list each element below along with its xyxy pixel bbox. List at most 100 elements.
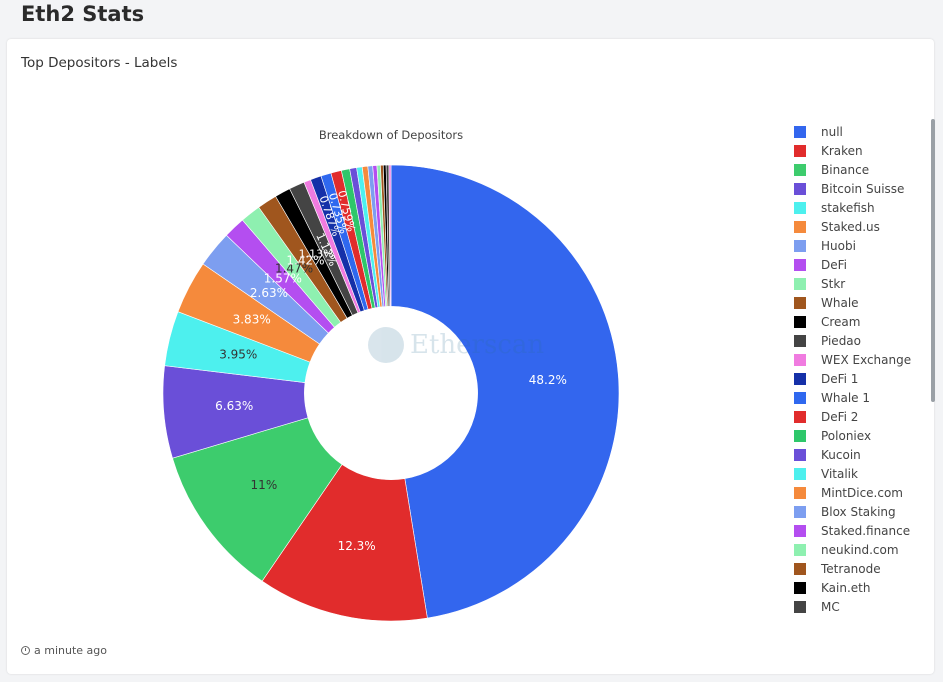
legend-swatch	[794, 486, 806, 499]
pie-slice-kraken[interactable]	[261, 464, 428, 622]
chart-title: Breakdown of Depositors	[319, 128, 463, 142]
legend-item[interactable]: Huobi	[794, 236, 856, 255]
legend-item[interactable]: MC	[794, 597, 840, 616]
legend-label: Kraken	[821, 143, 863, 158]
slice-label: 6.63%	[215, 399, 253, 413]
legend-swatch	[794, 410, 806, 423]
card-title: Top Depositors - Labels	[21, 55, 178, 71]
legend-swatch	[794, 562, 806, 575]
legend-swatch	[794, 258, 806, 271]
legend-item[interactable]: stakefish	[794, 198, 875, 217]
pie-slice-other[interactable]	[388, 164, 392, 307]
legend-label: Blox Staking	[821, 504, 896, 519]
legend-item[interactable]: Staked.finance	[794, 521, 910, 540]
legend-item[interactable]	[794, 616, 821, 620]
legend-label: Tetranode	[821, 561, 881, 576]
legend-item[interactable]: DeFi	[794, 255, 847, 274]
clock-icon	[21, 646, 30, 655]
legend-label: WEX Exchange	[821, 352, 912, 367]
legend-scroll-thumb[interactable]	[931, 119, 935, 402]
legend-swatch	[794, 315, 806, 328]
legend-item[interactable]: null	[794, 122, 843, 141]
legend-swatch	[794, 239, 806, 252]
legend-label: Staked.us	[821, 219, 880, 234]
slice-label: 1.57%	[264, 271, 302, 285]
legend-swatch	[794, 543, 806, 556]
legend-label: DeFi 2	[821, 409, 859, 424]
legend-swatch	[794, 201, 806, 214]
legend-item[interactable]: DeFi 1	[794, 369, 858, 388]
chart-legend[interactable]: null Kraken Binance Bitcoin Suisse stakefish…	[794, 122, 929, 620]
legend-label: neukind.com	[821, 542, 899, 557]
legend-label: stakefish	[821, 200, 875, 215]
legend-swatch	[794, 182, 806, 195]
slice-label: 3.95%	[219, 348, 257, 362]
legend-item[interactable]: Whale 1	[794, 388, 870, 407]
legend-item[interactable]: Vitalik	[794, 464, 858, 483]
legend-item[interactable]: Cream	[794, 312, 860, 331]
chart-card: Top Depositors - Labels Breakdown of Dep…	[7, 39, 935, 674]
legend-swatch	[794, 448, 806, 461]
legend-swatch	[794, 429, 806, 442]
legend-swatch	[794, 334, 806, 347]
legend-swatch	[794, 353, 806, 366]
legend-item[interactable]: Whale	[794, 293, 859, 312]
legend-item[interactable]: neukind.com	[794, 540, 899, 559]
legend-item[interactable]: MintDice.com	[794, 483, 903, 502]
legend-label: Kucoin	[821, 447, 861, 462]
slice-label: 1.42%	[286, 253, 324, 267]
legend-label: Staked.finance	[821, 523, 911, 538]
legend-swatch	[794, 391, 806, 404]
legend-label: MC	[821, 599, 840, 614]
pie-chart: Breakdown of Depositors 48.2% 12.3% 11% 6.6…	[162, 128, 620, 622]
legend-label: Binance	[821, 162, 870, 177]
legend-swatch	[794, 619, 806, 620]
legend-label: Bitcoin Suisse	[821, 181, 905, 196]
legend-item[interactable]: Blox Staking	[794, 502, 896, 521]
legend-item[interactable]: Poloniex	[794, 426, 871, 445]
legend-label: Whale 1	[821, 390, 870, 405]
legend-label: Vitalik	[821, 466, 858, 481]
slice-label: 1.13%	[299, 248, 334, 261]
legend-label: Poloniex	[821, 428, 872, 443]
legend-label: Kain.eth	[821, 580, 871, 595]
slice-label: 11%	[251, 478, 278, 492]
legend-label: MintDice.com	[821, 485, 903, 500]
legend-swatch	[794, 524, 806, 537]
legend-swatch	[794, 581, 806, 594]
last-updated: a minute ago	[21, 644, 107, 657]
pie-slice-null[interactable]	[390, 164, 620, 619]
slice-label: 48.2%	[529, 373, 567, 387]
legend-swatch	[794, 372, 806, 385]
legend-label: Stkr	[821, 276, 846, 291]
legend-swatch	[794, 296, 806, 309]
legend-item[interactable]: Tetranode	[794, 559, 881, 578]
legend-item[interactable]: Piedao	[794, 331, 861, 350]
legend-swatch	[794, 600, 806, 613]
legend-label: null	[821, 124, 843, 139]
watermark-text: Etherscan	[410, 330, 545, 360]
legend-item[interactable]: Staked.us	[794, 217, 880, 236]
legend-scrollbar[interactable]	[931, 119, 935, 619]
legend-swatch	[794, 467, 806, 480]
legend-label: Cream	[821, 314, 861, 329]
legend-item[interactable]: Stkr	[794, 274, 845, 293]
slice-label: 2.63%	[250, 286, 288, 300]
slice-label: 12.3%	[338, 539, 376, 553]
legend-item[interactable]: Binance	[794, 160, 869, 179]
legend-item[interactable]: Kucoin	[794, 445, 861, 464]
legend-item[interactable]: WEX Exchange	[794, 350, 911, 369]
legend-label: DeFi	[821, 257, 847, 272]
legend-swatch	[794, 220, 806, 233]
legend-swatch	[794, 144, 806, 157]
slice-label: 1.47%	[275, 262, 313, 276]
watermark: Etherscan	[368, 327, 544, 363]
legend-label: Whale	[821, 295, 859, 310]
legend-label: Piedao	[821, 333, 862, 348]
legend-item[interactable]: Bitcoin Suisse	[794, 179, 904, 198]
legend-item[interactable]: Kain.eth	[794, 578, 870, 597]
legend-item[interactable]: DeFi 2	[794, 407, 858, 426]
page-title: Eth2 Stats	[21, 2, 145, 26]
legend-item[interactable]: Kraken	[794, 141, 863, 160]
pie-slice-binance[interactable]	[172, 417, 343, 582]
